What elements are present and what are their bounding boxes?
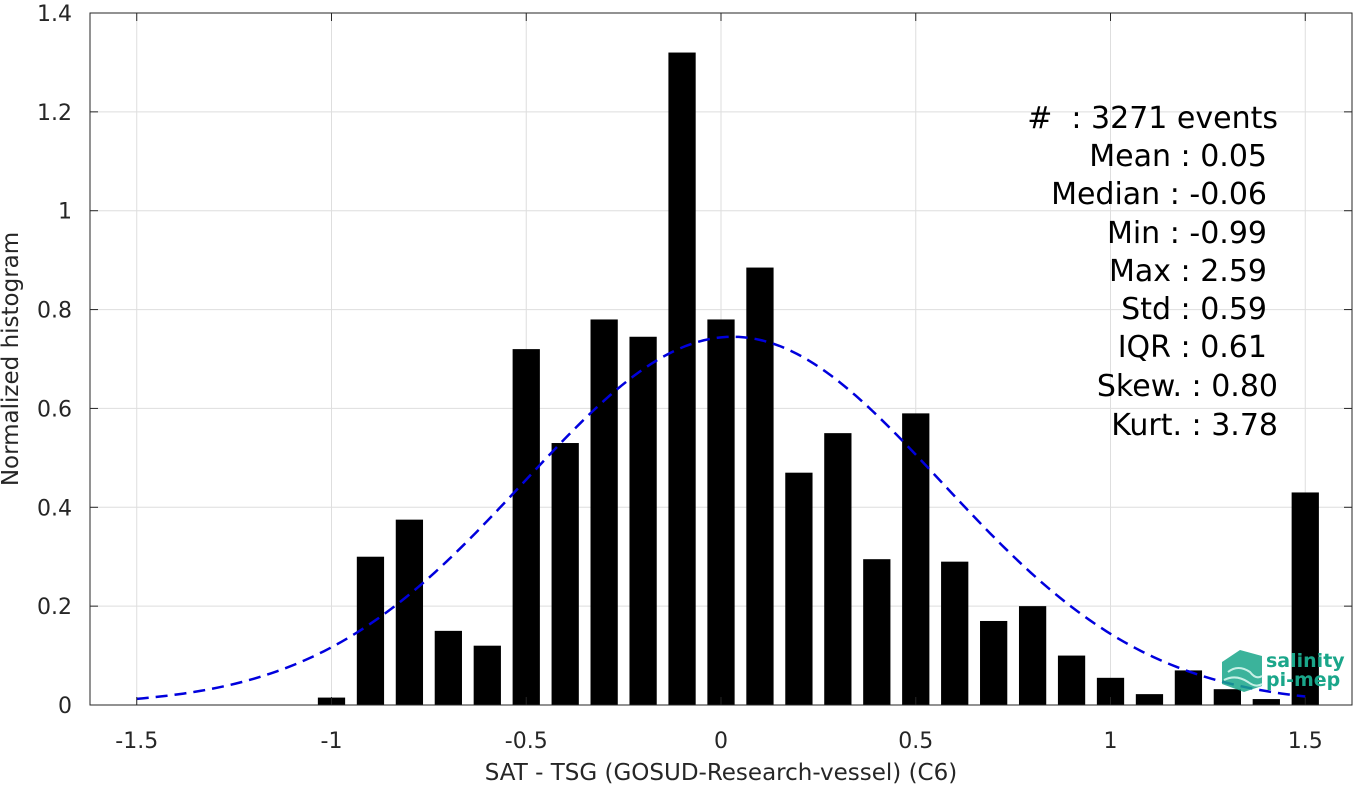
stats-iqr: IQR : 0.61	[1118, 330, 1267, 365]
stats-skew: Skew. : 0.80	[1097, 369, 1278, 404]
stats-min: Min : -0.99	[1107, 216, 1267, 251]
salinity-pimep-logo: salinity pi-mep	[1222, 650, 1345, 692]
histogram-bar	[863, 559, 891, 705]
histogram-bar	[746, 267, 774, 705]
y-tick-label: 0.6	[37, 397, 72, 422]
stats-kurt: Kurt. : 3.78	[1111, 408, 1278, 443]
histogram-bar	[395, 519, 424, 705]
y-tick-label: 1.4	[37, 2, 72, 27]
histogram-bar	[941, 561, 969, 705]
logo-line1: salinity	[1266, 650, 1345, 672]
histogram-bar	[434, 630, 462, 705]
stats-std: Std : 0.59	[1121, 292, 1267, 327]
statistics-box: # : 3271 events Mean : 0.05 Median : -0.…	[1027, 101, 1278, 443]
stats-mean: Mean : 0.05	[1089, 139, 1267, 174]
histogram-bar	[902, 413, 930, 705]
y-axis-title: Normalized histogram	[0, 232, 24, 486]
y-tick-label: 1	[58, 200, 72, 225]
stats-events: # : 3271 events	[1027, 101, 1278, 136]
histogram-bar	[1252, 699, 1280, 705]
histogram-bar	[473, 645, 501, 705]
x-tick-label: -0.5	[505, 729, 548, 754]
histogram-bar	[1174, 670, 1203, 705]
histogram-bar	[551, 443, 579, 705]
histogram-bar	[824, 433, 852, 705]
histogram-bar	[668, 52, 696, 706]
x-tick-label: 0	[714, 729, 728, 754]
x-tick-label: 0.5	[898, 729, 933, 754]
x-axis-ticks: -1.5 -1 -0.5 0 0.5 1 1.5	[115, 13, 1323, 754]
histogram-bar	[980, 620, 1008, 705]
gaussian-fit-curve	[136, 335, 1306, 701]
y-tick-label: 0.4	[37, 496, 72, 521]
y-tick-label: 0.8	[37, 299, 72, 324]
y-tick-label: 0	[58, 694, 72, 719]
histogram-bar	[629, 336, 657, 705]
histogram-bar	[1057, 655, 1086, 705]
x-tick-label: 1.5	[1288, 729, 1323, 754]
histogram-bar	[707, 319, 735, 705]
histogram-bar	[1018, 606, 1047, 705]
y-axis-ticks: 0 0.2 0.4 0.6 0.8 1 1.2 1.4	[37, 2, 1352, 719]
histogram-bar	[1213, 689, 1241, 705]
salinity-pimep-logo-icon	[1222, 650, 1263, 692]
y-tick-label: 0.2	[37, 595, 72, 620]
histogram-bars	[317, 52, 1319, 706]
x-tick-label: -1.5	[115, 729, 158, 754]
stats-max: Max : 2.59	[1109, 254, 1267, 289]
x-tick-label: -1	[321, 729, 343, 754]
histogram-bar	[785, 472, 813, 705]
y-tick-label: 1.2	[37, 101, 72, 126]
logo-line2: pi-mep	[1266, 669, 1340, 691]
stats-median: Median : -0.06	[1051, 177, 1267, 212]
histogram-bar	[590, 319, 618, 705]
histogram-bar	[1135, 694, 1164, 705]
x-tick-label: 1	[1104, 729, 1118, 754]
histogram-bar	[1291, 492, 1319, 705]
x-axis-title: SAT - TSG (GOSUD-Research-vessel) (C6)	[485, 760, 957, 785]
histogram-bar	[512, 349, 540, 705]
